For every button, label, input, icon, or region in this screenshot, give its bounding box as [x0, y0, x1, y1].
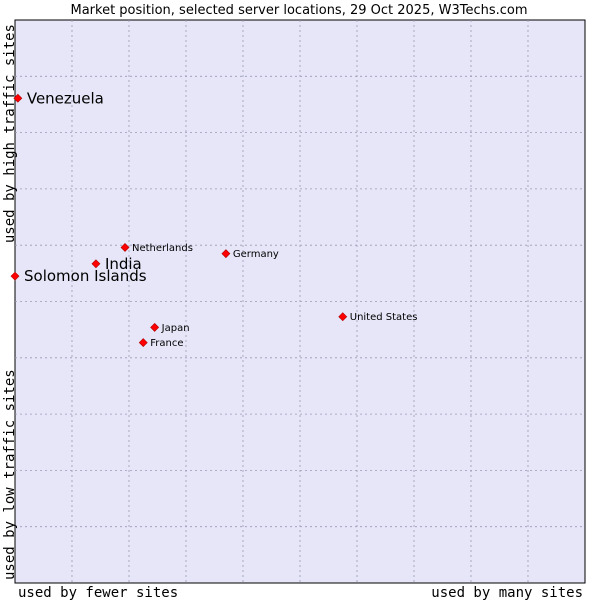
- point-marker-solomon-islands: [10, 271, 20, 281]
- point-label-solomon-islands: Solomon Islands: [24, 267, 147, 285]
- point-marker-france: [138, 338, 148, 348]
- x-axis-label-left: used by fewer sites: [18, 585, 178, 600]
- y-axis-label-bottom: used by low traffic sites: [2, 369, 18, 580]
- point-label-netherlands: Netherlands: [132, 243, 193, 254]
- point-label-france: France: [150, 338, 183, 349]
- point-marker-united-states: [338, 312, 348, 322]
- x-axis-label-right: used by many sites: [431, 585, 583, 600]
- point-label-venezuela: Venezuela: [27, 89, 104, 107]
- point-label-japan: Japan: [161, 323, 190, 334]
- point-marker-germany: [221, 249, 231, 259]
- grid-lines: [15, 20, 585, 583]
- chart-title: Market position, selected server locatio…: [70, 3, 527, 18]
- point-label-united-states: United States: [350, 312, 418, 323]
- point-marker-japan: [150, 322, 160, 332]
- point-marker-india: [91, 259, 101, 269]
- point-label-india: India: [105, 255, 142, 273]
- point-marker-venezuela: [13, 93, 23, 103]
- y-axis-label-top: used by high traffic sites: [2, 24, 18, 243]
- point-marker-netherlands: [120, 243, 130, 252]
- point-label-germany: Germany: [233, 249, 279, 260]
